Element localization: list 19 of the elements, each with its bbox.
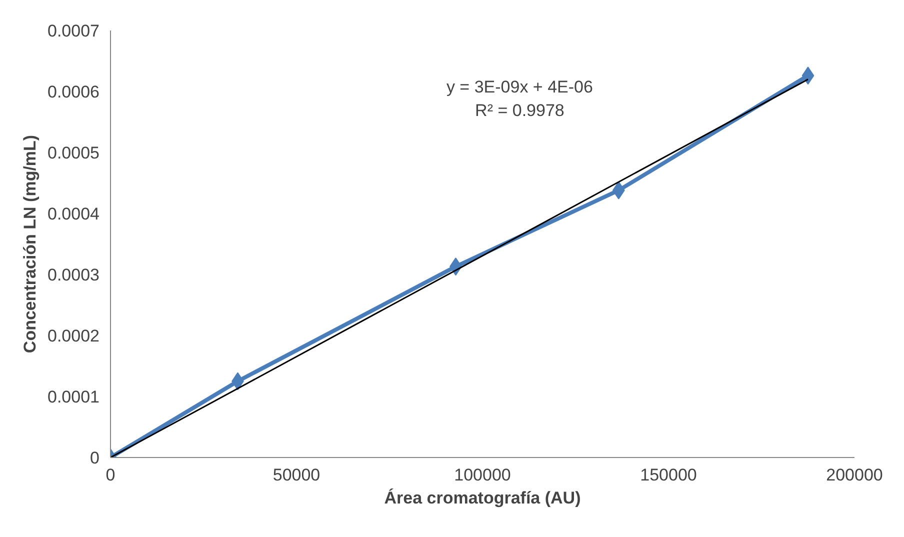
y-tick-label: 0: [90, 448, 100, 468]
x-tick-label: 200000: [826, 466, 883, 484]
point: [802, 66, 814, 85]
y-tick-label: 0.0005: [48, 144, 100, 162]
x-tick-label: 0: [106, 466, 116, 484]
point: [612, 181, 625, 200]
annotation: R² = 0.9978: [475, 101, 564, 120]
y-tick-label: 0.0007: [48, 22, 100, 40]
y-tick-label: 0.0003: [48, 266, 100, 284]
y-axis-title: Concentración LN (mg/mL): [20, 134, 40, 354]
y-tick-label: 0.0002: [48, 326, 100, 346]
annotation: y = 3E-09x + 4E-06: [446, 78, 593, 97]
y-tick-label: 0.0001: [48, 388, 100, 406]
x-tick-label: 50000: [272, 466, 320, 484]
y-tick-label: 0.0006: [48, 82, 100, 102]
x-axis-title: Área cromatografía (AU): [384, 488, 581, 508]
x-tick-label: 100000: [454, 466, 511, 484]
y-tick-label: 0.0004: [48, 204, 100, 224]
x-tick-label: 150000: [640, 466, 697, 484]
